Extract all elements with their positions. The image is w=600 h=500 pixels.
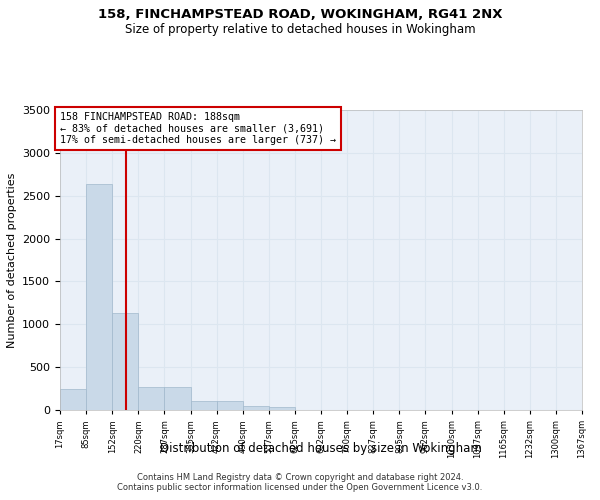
Text: Distribution of detached houses by size in Wokingham: Distribution of detached houses by size … — [160, 442, 482, 455]
Bar — [86, 184, 112, 410]
Text: Contains public sector information licensed under the Open Government Licence v3: Contains public sector information licen… — [118, 484, 482, 492]
Bar — [139, 387, 164, 410]
Bar — [243, 406, 269, 410]
Y-axis label: Number of detached properties: Number of detached properties — [7, 172, 17, 348]
Bar — [191, 402, 217, 410]
Bar — [217, 402, 243, 410]
Text: Size of property relative to detached houses in Wokingham: Size of property relative to detached ho… — [125, 22, 475, 36]
Text: 158, FINCHAMPSTEAD ROAD, WOKINGHAM, RG41 2NX: 158, FINCHAMPSTEAD ROAD, WOKINGHAM, RG41… — [98, 8, 502, 20]
Bar — [269, 408, 295, 410]
Bar — [60, 388, 86, 410]
Bar — [164, 387, 191, 410]
Text: 158 FINCHAMPSTEAD ROAD: 188sqm
← 83% of detached houses are smaller (3,691)
17% : 158 FINCHAMPSTEAD ROAD: 188sqm ← 83% of … — [60, 112, 336, 145]
Bar — [112, 313, 139, 410]
Text: Contains HM Land Registry data © Crown copyright and database right 2024.: Contains HM Land Registry data © Crown c… — [137, 474, 463, 482]
